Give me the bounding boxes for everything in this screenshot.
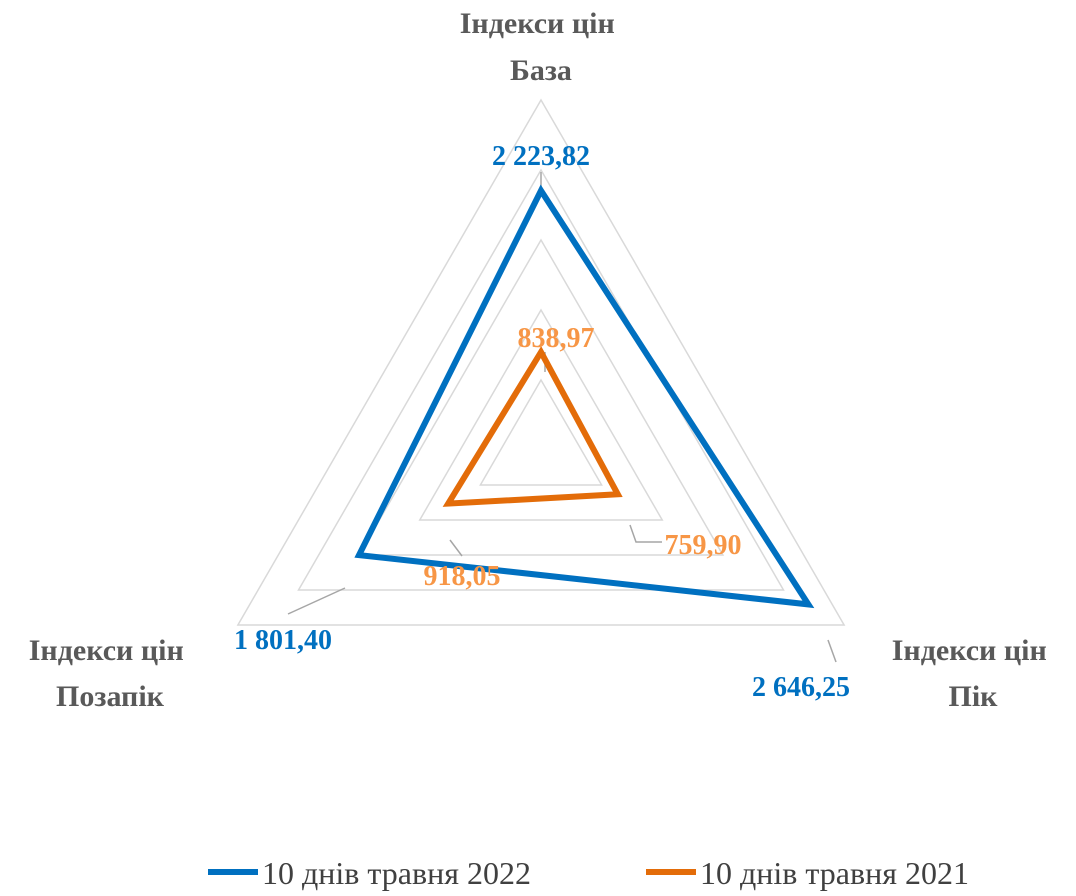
leader-line bbox=[629, 524, 662, 543]
leader-line bbox=[449, 539, 463, 557]
grid-ring bbox=[236, 98, 846, 626]
series-lines bbox=[354, 184, 815, 609]
data-label-2022-base: 2 223,82 bbox=[492, 141, 590, 172]
grid-ring bbox=[357, 238, 725, 556]
data-label-2021-peak: 759,90 bbox=[665, 530, 742, 561]
data-point-0-0 bbox=[539, 188, 543, 193]
legend-label-2021: 10 днів травня 2021 bbox=[700, 855, 969, 891]
legend-label-2022: 10 днів травня 2022 bbox=[262, 855, 531, 891]
series-line-0 bbox=[354, 184, 815, 609]
legend: 10 днів травня 2022 10 днів травня 2021 bbox=[208, 855, 969, 891]
grid-ring bbox=[479, 378, 603, 486]
data-point-1-2 bbox=[446, 501, 451, 506]
data-label-2021-base: 838,97 bbox=[518, 323, 595, 354]
axis-label-offpeak: Індекси цін Позапік bbox=[29, 634, 192, 713]
data-point-0-2 bbox=[357, 553, 361, 558]
leader-line bbox=[287, 587, 346, 615]
data-label-2022-peak: 2 646,25 bbox=[752, 672, 850, 703]
axis-label-peak: Індекси цін Пік bbox=[892, 634, 1055, 713]
series-line-1 bbox=[442, 346, 623, 507]
data-point-1-0 bbox=[539, 350, 543, 355]
axis-label-base: Індекси цін База bbox=[460, 7, 623, 87]
data-label-2021-offpeak: 918,05 bbox=[424, 561, 501, 592]
data-point-0-1 bbox=[806, 602, 811, 607]
grid-ring bbox=[418, 308, 664, 521]
data-label-2022-offpeak: 1 801,40 bbox=[234, 625, 332, 656]
data-point-1-1 bbox=[615, 492, 620, 497]
leader-line bbox=[827, 639, 837, 663]
